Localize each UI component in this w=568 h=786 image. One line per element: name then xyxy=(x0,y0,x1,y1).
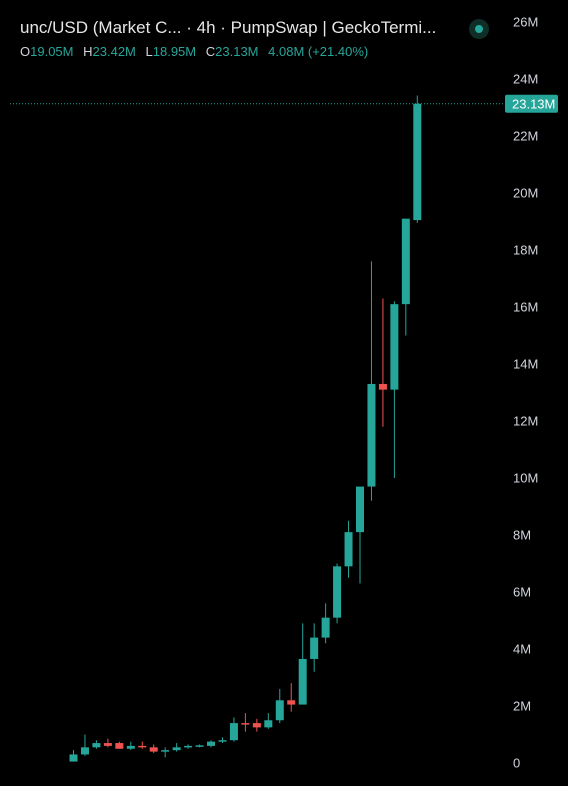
y-axis-tick-label: 16M xyxy=(513,300,538,315)
candle-body xyxy=(218,740,227,742)
candle-body xyxy=(207,741,216,746)
high-label: H xyxy=(83,44,93,59)
candle-body xyxy=(103,743,112,746)
candle-body xyxy=(321,617,330,638)
candle-body xyxy=(367,383,376,487)
y-axis-tick-label: 8M xyxy=(513,528,531,543)
y-axis-tick-label: 12M xyxy=(513,414,538,429)
low-value: 18.95M xyxy=(152,44,197,59)
y-axis-tick-label: 10M xyxy=(513,471,538,486)
y-axis-tick-label: 6M xyxy=(513,585,531,600)
candle-body xyxy=(161,750,170,752)
y-axis-tick-label: 0 xyxy=(513,756,520,771)
candle-body xyxy=(92,743,101,748)
high-value: 23.42M xyxy=(92,44,136,59)
candle-body xyxy=(115,743,124,749)
candle-body xyxy=(287,700,296,705)
candle-body xyxy=(401,218,410,305)
candle-body xyxy=(264,720,273,728)
candle-body xyxy=(69,754,78,762)
last-price-tag xyxy=(505,94,558,113)
y-axis-tick-label: 2M xyxy=(513,699,531,714)
y-axis-tick-label: 20M xyxy=(513,186,538,201)
candle-body xyxy=(390,304,399,390)
candle-body xyxy=(378,383,387,390)
y-axis-tick-label: 26M xyxy=(513,15,538,30)
open-label: O xyxy=(20,44,31,59)
market-status-dot-icon[interactable] xyxy=(469,19,489,39)
candle-body xyxy=(275,700,284,721)
candle-body xyxy=(195,745,204,747)
chart-header: unc/USD (Market C... · 4h · PumpSwap | G… xyxy=(20,18,436,59)
open-value: 19.05M xyxy=(30,44,74,59)
candle-body xyxy=(310,637,319,659)
close-value: 23.13M xyxy=(215,44,259,59)
candle-body xyxy=(172,747,181,751)
candle-body xyxy=(344,532,353,567)
interval-label: · 4h · xyxy=(181,18,231,37)
candle-body xyxy=(138,745,147,748)
candle-body xyxy=(241,723,250,725)
low-label: L xyxy=(145,44,153,59)
close-label: C xyxy=(205,44,216,59)
candle-body xyxy=(149,747,158,752)
symbol-name: unc/USD (Market C... xyxy=(20,18,182,37)
candle-body xyxy=(126,745,135,749)
candle-body xyxy=(184,745,193,748)
candle-body xyxy=(298,658,307,705)
candle-body xyxy=(413,103,422,221)
ohlc-legend: O19.05M H23.42M L18.95M C23.13M 4.08M (+… xyxy=(20,44,436,59)
candle-body xyxy=(80,747,89,755)
candle-body xyxy=(229,723,238,741)
y-axis-tick-label: 14M xyxy=(513,357,538,372)
symbol-title[interactable]: unc/USD (Market C... · 4h · PumpSwap | G… xyxy=(20,18,436,38)
change-value: 4.08M (+21.40%) xyxy=(268,44,369,59)
y-axis-tick-label: 18M xyxy=(513,243,538,258)
y-axis-tick-label: 24M xyxy=(513,72,538,87)
candle-body xyxy=(356,486,364,533)
candle-body xyxy=(333,566,342,618)
candle-body xyxy=(252,723,261,728)
y-axis-tick-label: 22M xyxy=(513,129,538,144)
exchange-source: PumpSwap | GeckoTermi... xyxy=(230,18,437,37)
last-price-label: 23.13M xyxy=(512,96,555,111)
y-axis-tick-label: 4M xyxy=(513,642,531,657)
